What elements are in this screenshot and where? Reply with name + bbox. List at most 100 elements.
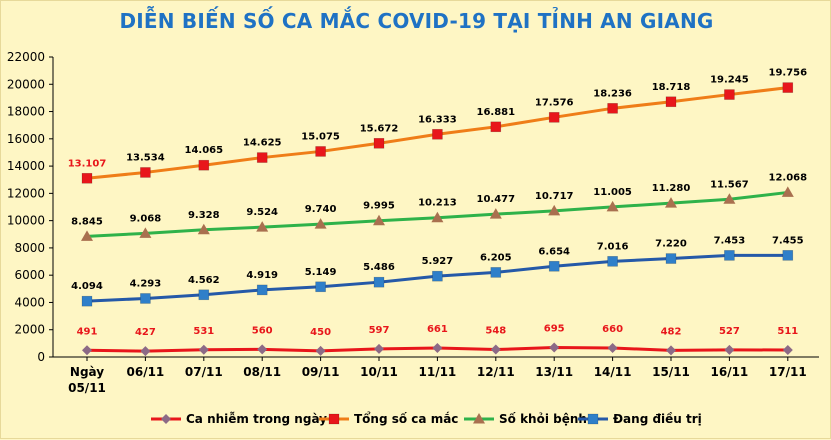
data-label: 4.919 [246,270,278,281]
x-tick-label: 12/11 [477,365,515,379]
data-point [548,260,560,272]
data-point [81,172,93,184]
data-label: 10.477 [477,194,516,205]
data-point [315,345,326,356]
data-point [782,345,793,356]
data-point [723,193,736,204]
y-tick-label: 10000 [7,214,45,228]
data-point [607,256,618,267]
data-label: 4.293 [130,278,162,289]
y-tick-label: 14000 [7,159,45,173]
data-label: 15.672 [360,123,399,134]
legend-marker [587,413,599,425]
data-point [665,96,677,108]
data-point [432,270,443,282]
data-label: 5.486 [363,262,395,273]
data-label: 427 [135,327,156,338]
data-point [606,200,619,212]
data-label: 597 [369,325,390,336]
data-point [724,344,735,355]
data-point [315,281,326,293]
data-point [314,218,327,229]
x-tick-label: 14/11 [594,365,632,379]
data-point [782,82,794,93]
data-label: 9.328 [188,210,220,221]
data-label: 16.333 [418,114,457,125]
data-point [549,342,560,353]
data-label: 18.236 [593,88,632,99]
y-tick-label: 20000 [7,77,45,91]
y-tick-label: 4000 [14,295,45,309]
y-tick-label: 8000 [14,241,45,255]
legend-label: Đang điều trị [613,412,702,426]
data-label: 14.625 [243,138,282,149]
legend-marker [161,414,171,424]
data-label: 7.220 [655,239,687,250]
data-label: 7.455 [772,235,804,246]
legend-label: Tổng số ca mắc [354,411,458,426]
data-point [432,128,443,140]
data-point [373,137,385,149]
data-label: 19.756 [769,68,808,79]
data-point [665,253,677,264]
x-tick-label: 09/11 [302,365,340,379]
data-point [140,293,151,304]
x-tick-label: 07/11 [185,365,223,379]
data-label: 450 [310,327,331,338]
data-label: 4.562 [188,275,220,286]
data-point [198,344,209,355]
data-point [81,295,93,307]
chart-title: DIỄN BIẾN SỐ CA MẮC COVID-19 TẠI TỈNH AN… [119,9,714,33]
data-label: 6.654 [538,246,570,257]
legend-label: Số khỏi bệnh [499,412,587,426]
x-tick-label: 06/11 [127,365,165,379]
data-label: 11.280 [652,183,691,194]
data-point [489,208,502,219]
data-label: 548 [485,326,506,337]
data-point [315,146,326,157]
data-point [431,211,444,223]
data-label: 7.453 [714,235,746,246]
data-point [198,289,210,301]
data-point [781,186,794,197]
data-point [256,152,268,163]
data-point [257,344,268,355]
data-point [139,227,152,238]
data-point [724,250,735,261]
x-tick-label: 05/11 [68,381,106,395]
data-point [82,345,92,356]
data-label: 9.740 [305,204,337,215]
legend-marker [328,413,340,425]
x-tick-label: 11/11 [419,365,457,379]
data-label: 17.576 [535,97,574,108]
data-point [373,214,385,226]
x-tick-label: 15/11 [652,365,690,379]
data-label: 13.534 [126,152,165,163]
x-tick-label: 13/11 [535,365,573,379]
data-point [490,121,502,133]
x-tick-label: 17/11 [769,365,807,379]
data-point [607,103,618,114]
data-point [374,343,384,354]
data-label: 4.094 [71,281,103,292]
data-label: 527 [719,326,740,337]
data-label: 18.718 [652,82,691,93]
data-label: 7.016 [597,241,629,252]
data-point [665,197,677,208]
data-point [140,346,151,357]
y-tick-label: 22000 [7,50,45,64]
x-tick-label: 08/11 [243,365,281,379]
data-label: 660 [602,324,623,335]
data-label: 9.995 [363,201,395,212]
data-point [782,250,794,261]
y-tick-label: 12000 [7,186,45,200]
data-point [198,159,210,171]
data-point [490,344,501,355]
data-label: 531 [193,326,214,337]
y-tick-label: 18000 [7,105,45,119]
x-tick-label: 10/11 [360,365,398,379]
data-label: 12.068 [769,172,808,183]
data-label: 560 [252,325,273,336]
data-label: 13.107 [68,158,107,169]
